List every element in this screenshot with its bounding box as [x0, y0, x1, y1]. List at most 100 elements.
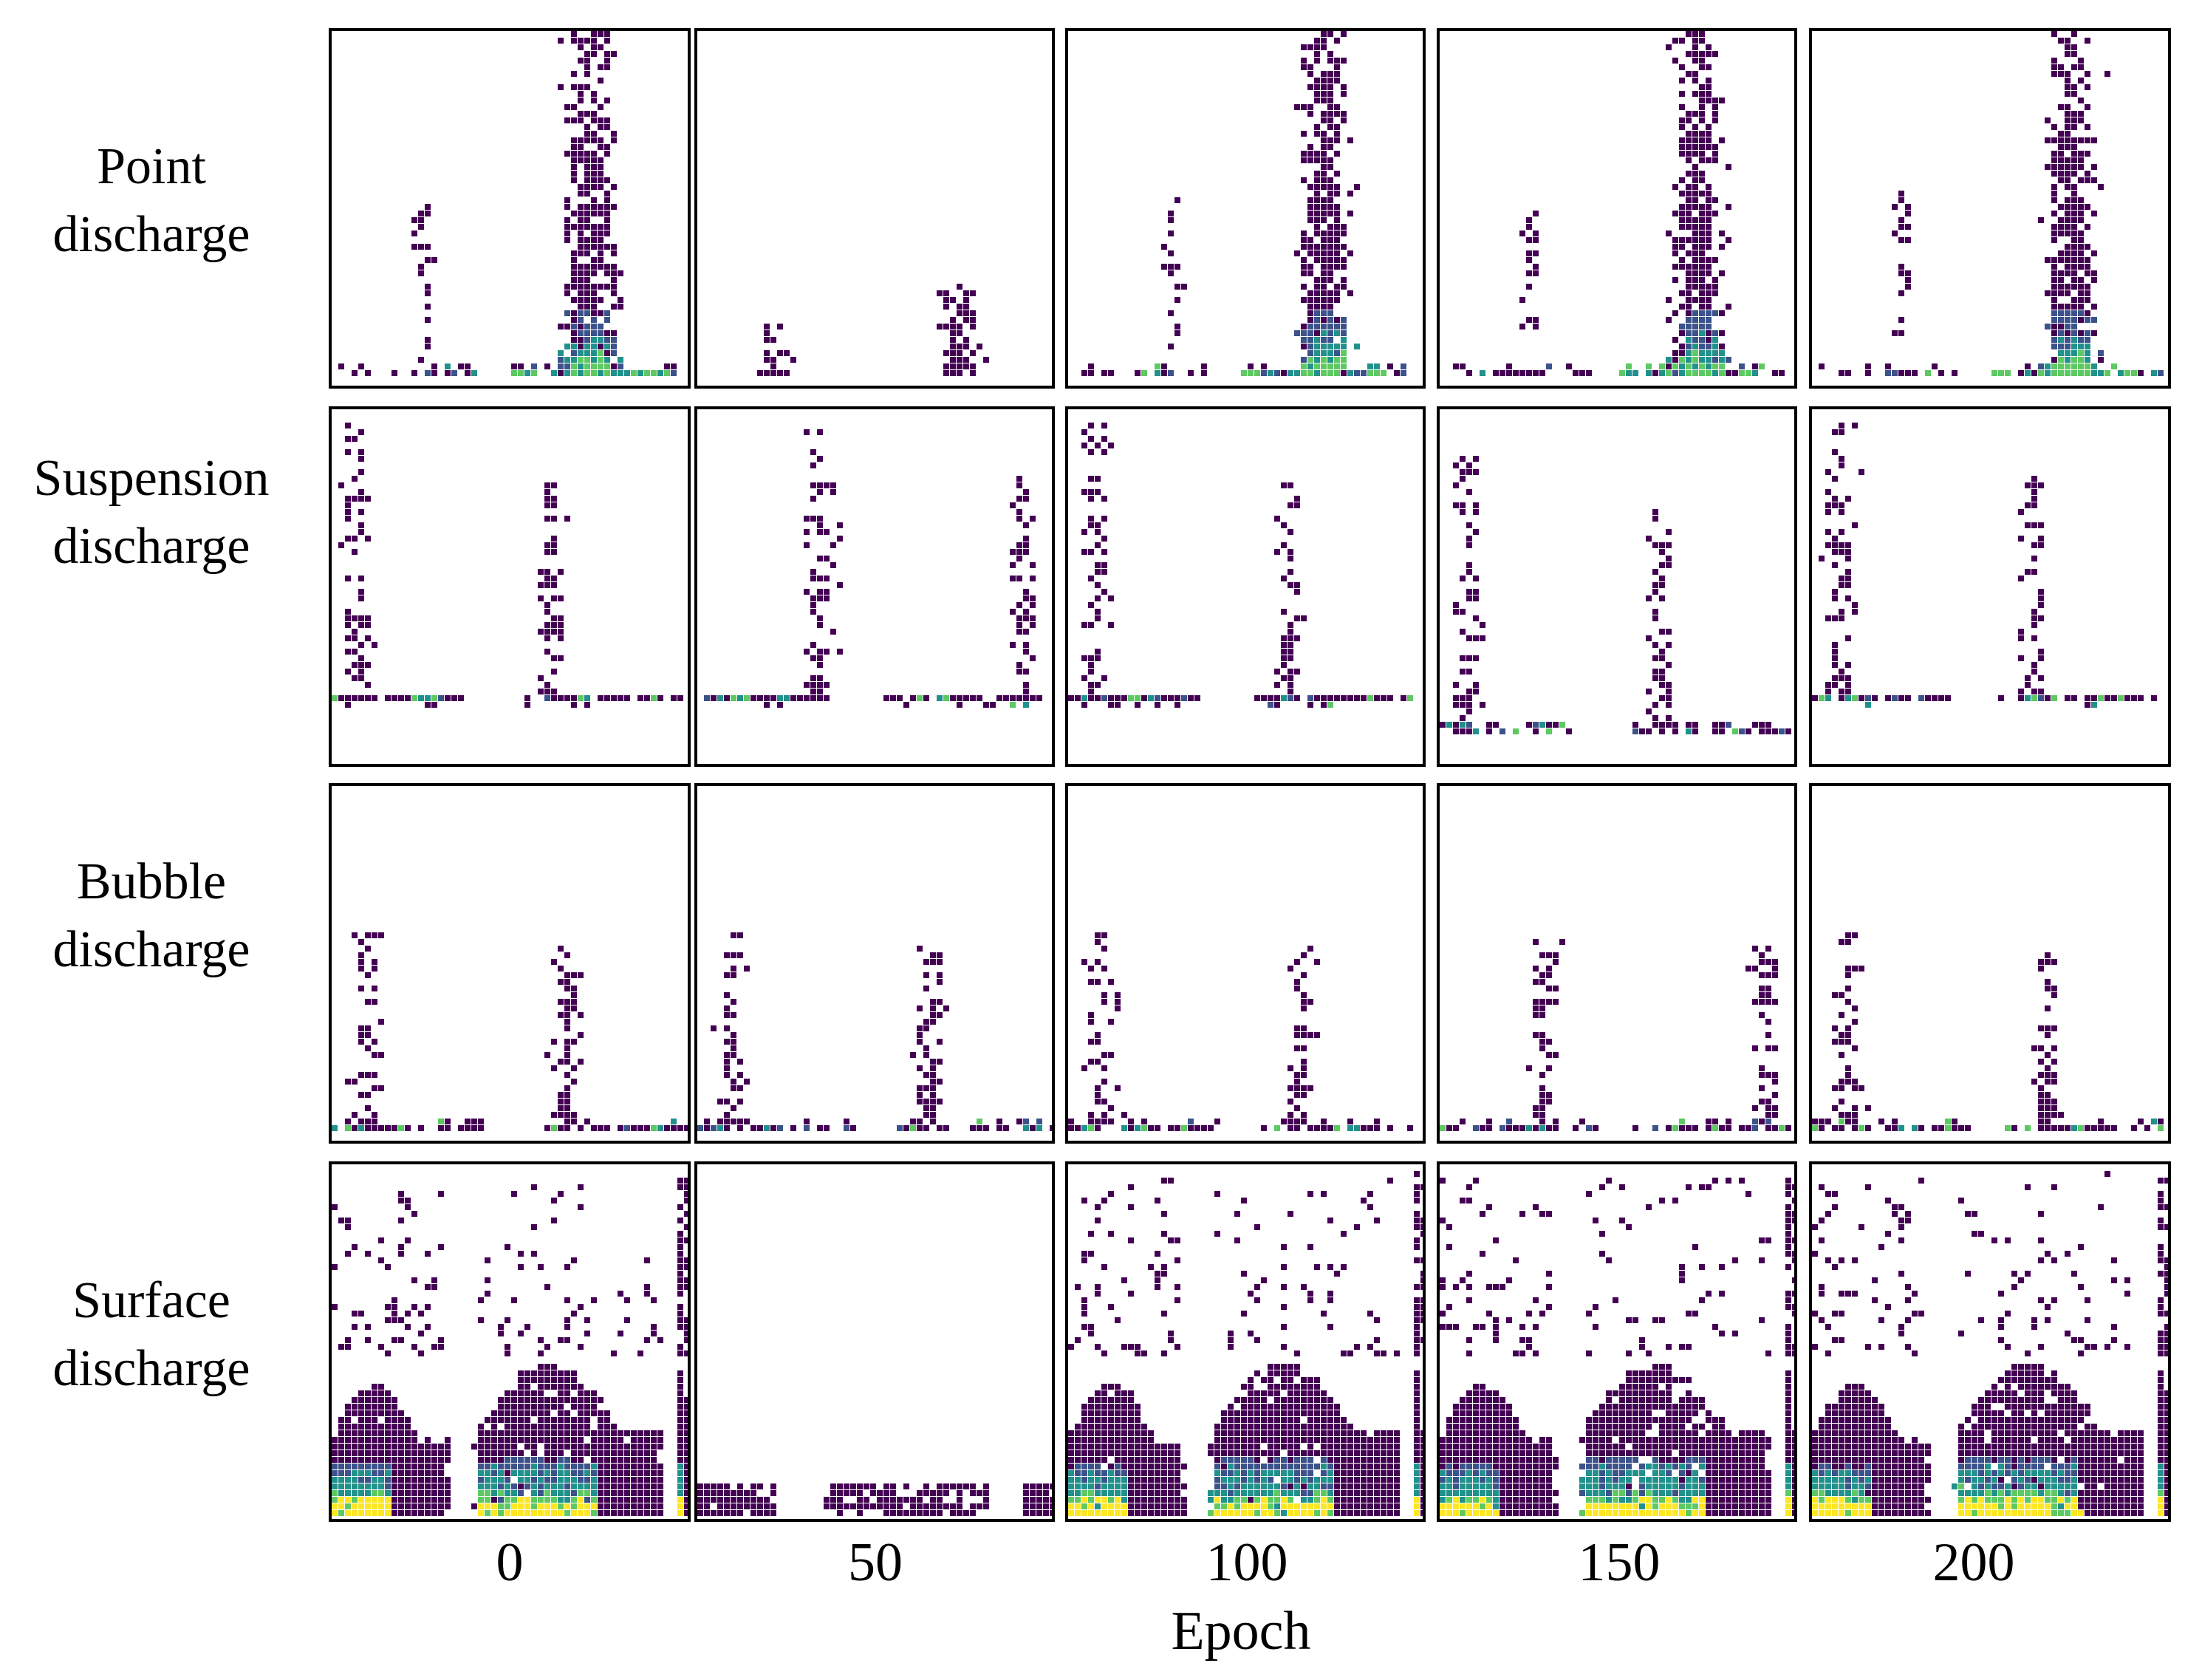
heatmap-cell	[1420, 1497, 1423, 1503]
heatmap-cell	[618, 270, 623, 276]
heatmap-cell	[1852, 1112, 1858, 1118]
heatmap-cell	[584, 131, 590, 137]
heatmap-cell	[611, 1470, 617, 1476]
heatmap-cell	[1765, 1125, 1771, 1131]
heatmap-cell	[1101, 1264, 1107, 1270]
heatmap-cell	[1128, 1119, 1134, 1124]
heatmap-cell	[1288, 669, 1293, 675]
heatmap-cell	[1480, 622, 1485, 628]
heatmap-cell	[365, 1025, 371, 1031]
heatmap-cell	[1420, 1483, 1423, 1489]
heatmap-cell	[1533, 1503, 1539, 1509]
heatmap-cell	[2078, 250, 2084, 256]
heatmap-cell	[711, 1125, 717, 1131]
heatmap-cell	[1075, 1483, 1081, 1489]
heatmap-cell	[844, 1503, 849, 1509]
heatmap-cell	[551, 482, 557, 488]
heatmap-cell	[1473, 1397, 1479, 1403]
heatmap-cell	[1839, 695, 1844, 701]
heatmap-cell	[1460, 629, 1466, 635]
heatmap-cell	[824, 529, 830, 535]
heatmap-cell	[544, 1510, 550, 1516]
heatmap-cell	[352, 496, 358, 502]
heatmap-cell	[1912, 370, 1918, 376]
heatmap-cell	[1460, 502, 1466, 508]
heatmap-cell	[398, 1191, 404, 1197]
heatmap-cell	[1699, 324, 1705, 329]
heatmap-cell	[1321, 1390, 1327, 1396]
heatmap-cell	[1274, 1503, 1280, 1509]
heatmap-cell	[352, 1477, 358, 1483]
heatmap-cell	[571, 357, 577, 363]
heatmap-cell	[618, 1510, 623, 1516]
heatmap-cell	[2071, 171, 2077, 177]
heatmap-cell	[524, 1384, 530, 1390]
heatmap-cell	[737, 1059, 743, 1065]
heatmap-cell	[1135, 1450, 1141, 1456]
heatmap-cell	[1148, 1264, 1154, 1270]
heatmap-cell	[1248, 1437, 1254, 1443]
heatmap-cell	[1341, 84, 1347, 90]
heatmap-cell	[2018, 536, 2024, 542]
heatmap-cell	[478, 1464, 484, 1469]
heatmap-cell	[372, 986, 377, 991]
heatmap-cell	[564, 1510, 570, 1516]
heatmap-cell	[618, 370, 623, 376]
heatmap-cell	[398, 1430, 404, 1436]
heatmap-cell	[1301, 257, 1307, 263]
heatmap-panel-surface-epoch-0	[329, 1161, 691, 1522]
heatmap-cell	[764, 370, 770, 376]
heatmap-cell	[1023, 629, 1029, 635]
heatmap-cell	[604, 695, 610, 701]
heatmap-cell	[1759, 952, 1765, 958]
heatmap-cell	[1168, 270, 1174, 276]
heatmap-cell	[538, 1364, 544, 1370]
heatmap-cell	[338, 482, 344, 488]
heatmap-cell	[1493, 1397, 1499, 1403]
heatmap-cell	[2085, 264, 2090, 270]
heatmap-cell	[857, 1497, 863, 1503]
heatmap-cell	[1839, 615, 1844, 621]
heatmap-cell	[1361, 1503, 1367, 1509]
heatmap-cell	[1367, 1191, 1373, 1197]
heatmap-cell	[578, 38, 584, 44]
heatmap-cell	[1307, 244, 1313, 250]
heatmap-cell	[1288, 1497, 1293, 1503]
heatmap-cell	[1845, 1032, 1851, 1038]
heatmap-cell	[1023, 695, 1029, 701]
heatmap-cell	[578, 344, 584, 349]
heatmap-cell	[717, 1503, 723, 1509]
heatmap-cell	[485, 1503, 490, 1509]
heatmap-cell	[1473, 1497, 1479, 1503]
heatmap-cell	[378, 1490, 384, 1496]
heatmap-cell	[1460, 1477, 1466, 1483]
heatmap-cell	[1141, 1351, 1147, 1356]
heatmap-cell	[1155, 1510, 1160, 1516]
heatmap-cell	[1023, 669, 1029, 675]
heatmap-cell	[2058, 1125, 2064, 1131]
heatmap-cell	[930, 1503, 936, 1509]
heatmap-cell	[598, 1457, 603, 1463]
heatmap-cell	[571, 264, 577, 270]
heatmap-cell	[1553, 1125, 1559, 1131]
heatmap-cell	[358, 1410, 364, 1416]
heatmap-cell	[770, 337, 776, 343]
heatmap-cell	[1692, 44, 1698, 50]
heatmap-cell	[2051, 164, 2057, 170]
heatmap-cell	[1845, 1079, 1851, 1085]
heatmap-cell	[584, 1490, 590, 1496]
heatmap-cell	[1486, 1490, 1492, 1496]
heatmap-cell	[737, 1099, 743, 1104]
heatmap-cell	[544, 1477, 550, 1483]
heatmap-cell	[2051, 695, 2057, 701]
heatmap-cell	[1666, 529, 1672, 535]
heatmap-cell	[1261, 1410, 1267, 1416]
heatmap-plot	[1068, 1171, 1423, 1516]
heatmap-cell	[2071, 117, 2077, 123]
heatmap-cell	[1539, 1092, 1545, 1098]
heatmap-cell	[804, 1125, 810, 1131]
heatmap-cell	[2071, 217, 2077, 223]
heatmap-cell	[345, 1464, 351, 1469]
heatmap-cell	[571, 992, 577, 998]
heatmap-cell	[544, 629, 550, 635]
